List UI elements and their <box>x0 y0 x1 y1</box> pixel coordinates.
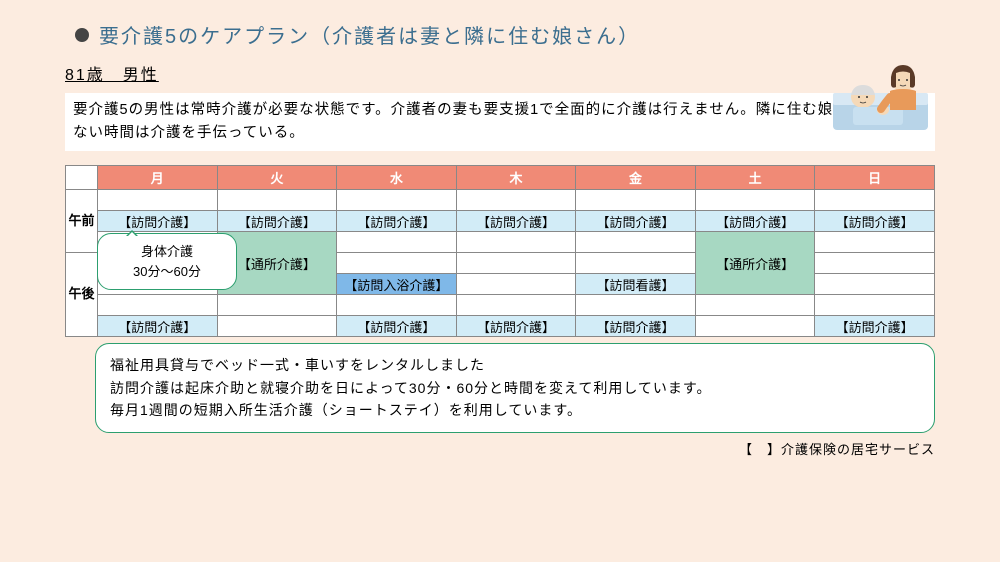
cell-visit: 【訪問介護】 <box>576 211 696 232</box>
period-am: 午前 <box>66 190 98 253</box>
caregiver-illustration-icon <box>815 55 945 140</box>
description: 要介護5の男性は常時介護が必要な状態です。介護者の妻も要支援1で全面的に介護は行… <box>65 93 935 151</box>
table-row: 【訪問介護】 【訪問介護】 【訪問介護】 【訪問介護】 【訪問介護】 <box>66 316 935 337</box>
table-row <box>66 295 935 316</box>
cell-day-service: 【通所介護】 <box>695 232 815 295</box>
table-row: 午前 <box>66 190 935 211</box>
cell-visit: 【訪問介護】 <box>815 316 935 337</box>
callout-line2: 30分～60分 <box>104 262 230 282</box>
title-row: 要介護5のケアプラン（介護者は妻と隣に住む娘さん） <box>40 20 960 49</box>
day-tue: 火 <box>217 166 337 190</box>
cell-visit: 【訪問介護】 <box>695 211 815 232</box>
corner-cell <box>66 166 98 190</box>
day-wed: 水 <box>337 166 457 190</box>
schedule-container: 月 火 水 木 金 土 日 午前 【訪問介護】 【訪問介護】 【訪問介護】 【訪… <box>65 165 935 337</box>
callout-line1: 身体介護 <box>104 242 230 262</box>
cell-visit: 【訪問介護】 <box>98 316 218 337</box>
bullet-icon <box>75 28 89 42</box>
cell-nurse: 【訪問看護】 <box>576 274 696 295</box>
cell-visit: 【訪問介護】 <box>98 211 218 232</box>
cell-visit: 【訪問介護】 <box>815 211 935 232</box>
cell-visit: 【訪問介護】 <box>456 316 576 337</box>
day-sun: 日 <box>815 166 935 190</box>
notes-box: 福祉用具貸与でベッド一式・車いすをレンタルしました 訪問介護は起床介助と就寝介助… <box>95 343 935 432</box>
notes-line1: 福祉用具貸与でベッド一式・車いすをレンタルしました <box>110 354 920 376</box>
cell-visit: 【訪問介護】 <box>337 211 457 232</box>
callout-box: 身体介護 30分～60分 <box>97 233 237 290</box>
cell-bath: 【訪問入浴介護】 <box>337 274 457 295</box>
cell-visit: 【訪問介護】 <box>337 316 457 337</box>
day-fri: 金 <box>576 166 696 190</box>
cell-visit: 【訪問介護】 <box>456 211 576 232</box>
day-sat: 土 <box>695 166 815 190</box>
day-mon: 月 <box>98 166 218 190</box>
legend: 【 】介護保険の居宅サービス <box>40 439 935 458</box>
cell-visit: 【訪問介護】 <box>576 316 696 337</box>
period-pm: 午後 <box>66 253 98 337</box>
cell-visit: 【訪問介護】 <box>217 211 337 232</box>
day-thu: 木 <box>456 166 576 190</box>
notes-line2: 訪問介護は起床介助と就寝介助を日によって30分・60分と時間を変えて利用していま… <box>110 377 920 399</box>
header-row: 月 火 水 木 金 土 日 <box>66 166 935 190</box>
page-title: 要介護5のケアプラン（介護者は妻と隣に住む娘さん） <box>99 20 640 49</box>
table-row: 【訪問介護】 【訪問介護】 【訪問介護】 【訪問介護】 【訪問介護】 【訪問介護… <box>66 211 935 232</box>
period-am-label: 午前 <box>68 213 94 230</box>
period-pm-label: 午後 <box>68 286 94 303</box>
notes-line3: 毎月1週間の短期入所生活介護（ショートステイ）を利用しています。 <box>110 399 920 421</box>
